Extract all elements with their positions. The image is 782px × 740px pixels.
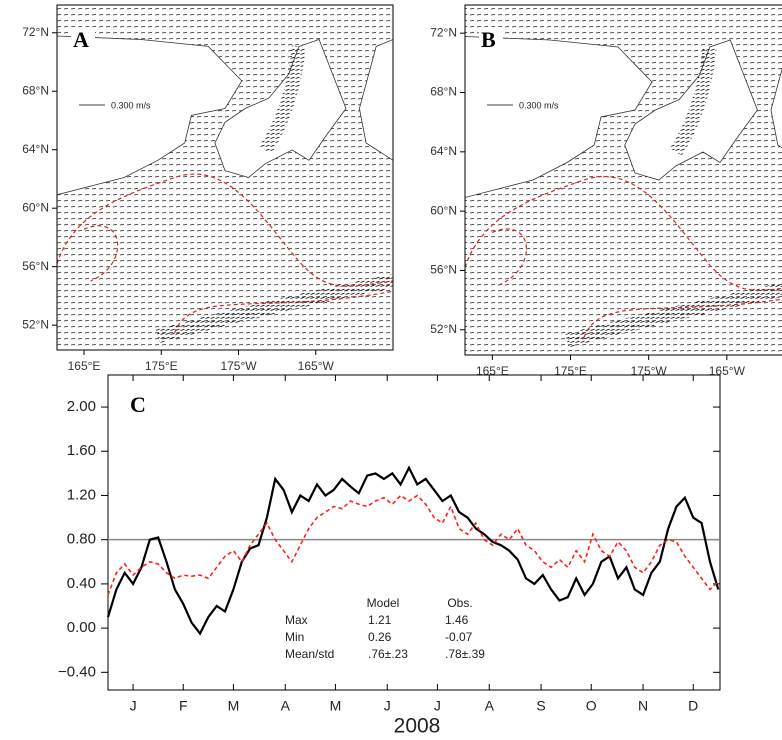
stats-row-label: Max: [285, 613, 308, 627]
contour: [57, 173, 393, 287]
y-tick-label: 0.80: [67, 531, 96, 548]
x-tick-label: 175°W: [220, 359, 257, 373]
map-frame: [464, 4, 782, 356]
y-tick-label: 72°N: [22, 25, 49, 39]
stats-header: Model: [367, 596, 400, 610]
stats-value: 0.26: [368, 630, 392, 644]
x-tick-label: A: [485, 698, 495, 714]
stats-value: 1.21: [368, 613, 392, 627]
stats-value: .78±.39: [445, 647, 485, 661]
x-tick-label: S: [536, 698, 545, 714]
x-tick-label: 175°W: [631, 364, 668, 378]
y-tick-label: 64°N: [22, 142, 49, 156]
y-tick-label: 72°N: [430, 25, 457, 39]
x-tick-label: 165°E: [68, 359, 101, 373]
map-panel: [465, 5, 782, 355]
strong-current: [565, 46, 782, 348]
plot-frame: [107, 374, 721, 691]
land: [465, 36, 653, 198]
panel-label: B: [481, 27, 496, 52]
y-tick-label: 52°N: [430, 322, 457, 336]
panel-label: C: [130, 392, 146, 417]
strong-current: [155, 45, 393, 343]
x-tick-label: A: [281, 698, 291, 714]
y-tick-label: 56°N: [22, 259, 49, 273]
x-tick-label: M: [228, 698, 240, 714]
stats-row-label: Min: [285, 630, 304, 644]
land: [770, 67, 782, 149]
series-line: [107, 494, 719, 596]
x-tick-label: J: [434, 698, 441, 714]
y-tick-label: 0.40: [67, 575, 96, 592]
y-tick-label: 1.60: [67, 442, 96, 459]
map-frame: [56, 4, 394, 351]
x-tick-label: F: [179, 698, 188, 714]
y-tick-label: 68°N: [22, 83, 49, 97]
land: [358, 39, 393, 161]
y-tick-label: 1.20: [67, 486, 96, 503]
stats-header: Obs.: [447, 596, 472, 610]
y-tick-label: 64°N: [430, 144, 457, 158]
stats-row-label: Mean/std: [285, 647, 334, 661]
x-tick-label: 175°E: [554, 364, 587, 378]
scale-label: 0.300 m/s: [519, 100, 559, 110]
x-tick-label: D: [688, 698, 698, 714]
x-tick-label: M: [330, 698, 342, 714]
x-tick-label: 165°W: [709, 364, 746, 378]
x-tick-label: 175°E: [145, 359, 178, 373]
map-panel: [57, 5, 393, 350]
x-tick-label: O: [586, 698, 597, 714]
label-bg: [479, 27, 503, 53]
y-tick-label: 0.00: [67, 619, 96, 636]
stats-value: -0.07: [445, 630, 473, 644]
x-axis-label: 2008: [394, 715, 441, 738]
x-tick-label: J: [130, 698, 137, 714]
stats-value: .76±.23: [368, 647, 408, 661]
x-tick-label: 165°E: [476, 364, 509, 378]
x-tick-label: J: [384, 698, 391, 714]
series-line: [106, 465, 720, 636]
contour: [83, 225, 393, 334]
x-tick-label: N: [638, 698, 648, 714]
contour: [465, 175, 782, 291]
land: [57, 35, 243, 196]
label-bg: [71, 27, 95, 53]
y-tick-label: 56°N: [430, 263, 457, 277]
panel-label: A: [73, 27, 89, 52]
stats-value: 1.46: [445, 613, 469, 627]
contour: [491, 228, 782, 338]
y-tick-label: 2.00: [67, 398, 96, 415]
y-tick-label: 60°N: [22, 200, 49, 214]
x-tick-label: 165°W: [298, 359, 335, 373]
y-tick-label: 68°N: [430, 85, 457, 99]
scale-label: 0.300 m/s: [111, 100, 151, 110]
y-tick-label: 60°N: [430, 203, 457, 217]
y-tick-label: −0.40: [58, 663, 96, 680]
y-tick-label: 52°N: [22, 317, 49, 331]
